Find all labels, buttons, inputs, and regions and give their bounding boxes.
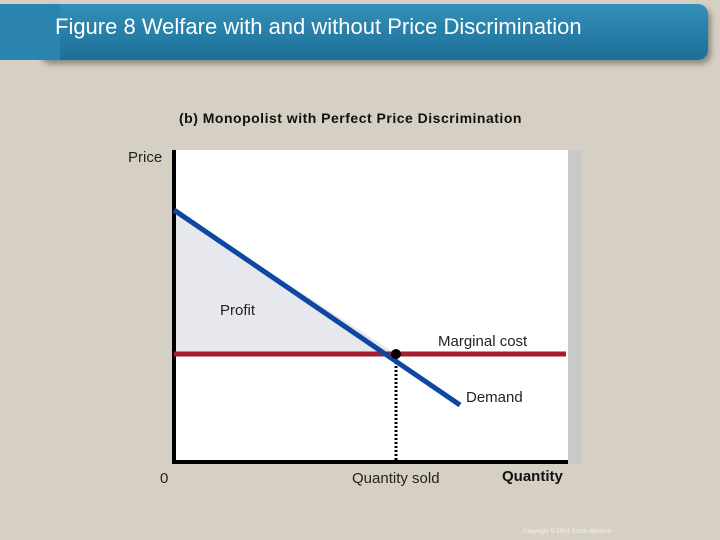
slide-title: Figure 8 Welfare with and without Price … (55, 14, 582, 39)
quantity-sold-label: Quantity sold (352, 470, 440, 487)
x-axis-label: Quantity (502, 468, 563, 485)
marginal-cost-label: Marginal cost (438, 333, 528, 350)
equilibrium-point (391, 349, 401, 359)
panel-subtitle: (b) Monopolist with Perfect Price Discri… (179, 110, 522, 126)
origin-label: 0 (160, 470, 168, 487)
demand-curve (172, 207, 462, 408)
y-axis-label: Price (128, 149, 162, 166)
copyright-notice: Copyright © 2004 South-Western (523, 529, 612, 535)
profit-label: Profit (220, 302, 256, 319)
title-bar (0, 4, 708, 60)
demand-label: Demand (466, 389, 523, 406)
